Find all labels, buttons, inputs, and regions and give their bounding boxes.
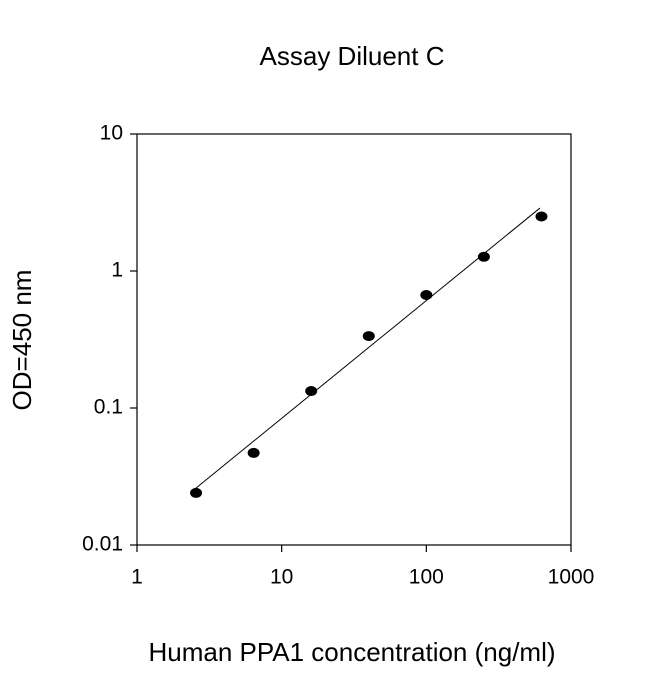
x-axis-label: Human PPA1 concentration (ng/ml) [148,637,555,667]
plot-frame [136,133,572,546]
y-tick-label: 1 [111,259,123,282]
data-point [305,386,318,397]
chart-title: Assay Diluent C [260,41,445,71]
y-tick-label: 0.01 [82,533,123,556]
data-point [190,487,203,498]
data-point [362,331,375,342]
x-tick-label: 1 [131,566,143,589]
data-point [420,290,433,301]
x-tick-label: 1000 [548,566,595,589]
x-tick-label: 100 [409,566,444,589]
data-point [247,447,260,458]
data-point [535,211,548,222]
x-tick-label: 10 [270,566,293,589]
y-axis-label: OD=450 nm [7,270,37,411]
y-tick-label: 0.1 [94,396,123,419]
y-tick-label: 10 [100,122,123,145]
trend-line [192,207,541,491]
data-point [477,251,490,262]
